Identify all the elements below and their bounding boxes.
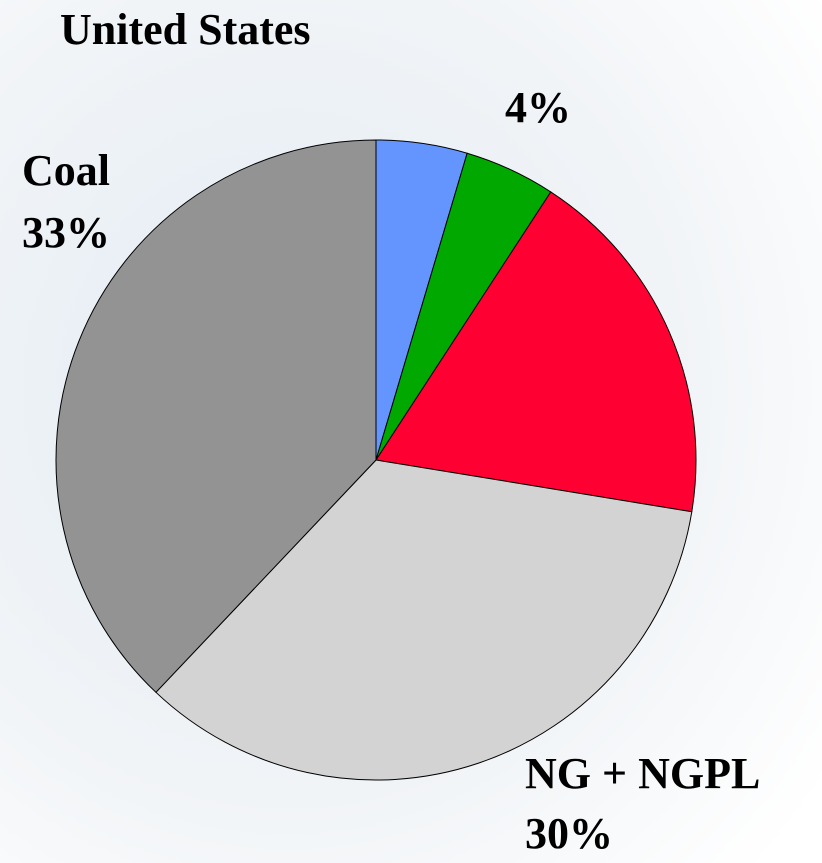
slice-label: NG + NGPL <box>525 749 760 798</box>
value-label: 33% <box>22 208 110 257</box>
pie-slice <box>155 459 693 781</box>
pie-slice <box>55 139 377 694</box>
value-label: 4% <box>505 83 571 132</box>
slice-label: Coal <box>22 146 110 195</box>
value-label: 30% <box>525 809 613 858</box>
chart-title: United States <box>60 5 311 54</box>
pie-slice <box>375 191 697 513</box>
